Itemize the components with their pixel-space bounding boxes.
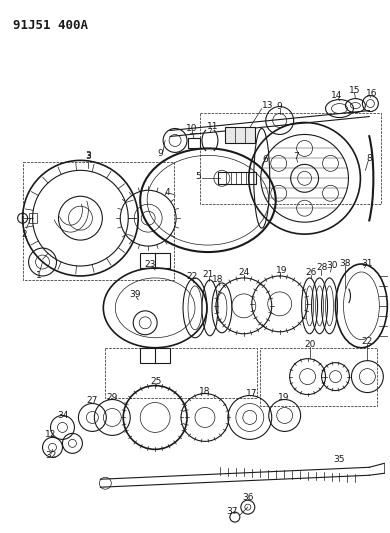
Text: 22: 22	[186, 272, 198, 281]
Text: 17: 17	[246, 389, 257, 398]
Text: 32: 32	[45, 451, 56, 460]
Bar	[105, 348, 257, 398]
Text: 37: 37	[226, 507, 238, 515]
Text: 31: 31	[362, 259, 373, 268]
Text: 27: 27	[87, 396, 98, 405]
Text: 18: 18	[199, 387, 211, 396]
Text: 23: 23	[144, 260, 156, 269]
Text: 8: 8	[367, 154, 372, 163]
Text: 20: 20	[304, 340, 315, 349]
Text: 34: 34	[57, 411, 68, 420]
Text: 26: 26	[305, 269, 316, 278]
Text: 18: 18	[212, 276, 224, 285]
Text: 7: 7	[293, 152, 298, 161]
Text: 91J51 400A: 91J51 400A	[12, 19, 88, 32]
Text: 36: 36	[242, 492, 254, 502]
Text: 12: 12	[45, 430, 56, 439]
Text: 39: 39	[129, 290, 141, 300]
Text: 6: 6	[262, 155, 268, 164]
Text: 22: 22	[362, 337, 373, 346]
Text: 25: 25	[151, 377, 162, 386]
Bar	[140, 348, 170, 362]
Text: 28: 28	[316, 263, 327, 272]
Text: 19: 19	[278, 393, 289, 402]
Text: 29: 29	[106, 393, 118, 402]
Text: 9: 9	[157, 149, 163, 158]
Text: 10: 10	[186, 124, 198, 133]
Bar	[260, 348, 378, 406]
Text: 3: 3	[85, 152, 91, 161]
Text: 15: 15	[349, 86, 360, 95]
Bar	[218, 172, 256, 184]
Text: 35: 35	[334, 455, 345, 464]
Text: 5: 5	[195, 172, 201, 181]
Bar	[225, 127, 255, 143]
Bar	[188, 139, 200, 148]
Bar	[140, 253, 170, 268]
Text: 24: 24	[238, 269, 250, 278]
Bar	[200, 112, 381, 204]
Text: 19: 19	[276, 266, 287, 276]
Text: 1: 1	[35, 271, 41, 280]
Bar	[28, 213, 37, 223]
Text: 14: 14	[331, 91, 342, 100]
Text: 21: 21	[202, 270, 214, 279]
Text: 9: 9	[277, 102, 283, 111]
Text: 11: 11	[207, 122, 219, 131]
Text: 13: 13	[262, 101, 273, 110]
Bar	[23, 163, 174, 280]
Text: 30: 30	[327, 261, 338, 270]
Text: 2: 2	[22, 230, 27, 239]
Text: 38: 38	[340, 259, 351, 268]
Text: 16: 16	[365, 89, 377, 98]
Text: 3: 3	[85, 151, 91, 160]
Text: 4: 4	[164, 188, 170, 197]
